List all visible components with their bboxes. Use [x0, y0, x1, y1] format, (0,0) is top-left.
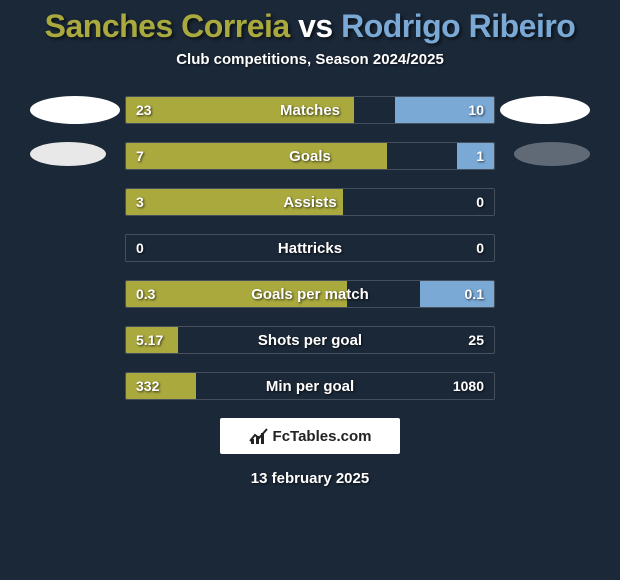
chart-area: 2310Matches 71Goals 30Assists 00Hattricks 0.…	[75, 96, 545, 400]
stat-row: 5.1725Shots per goal	[125, 326, 495, 354]
stat-row: 30Assists	[125, 188, 495, 216]
stat-row: 2310Matches	[125, 96, 495, 124]
stat-label: Matches	[126, 97, 494, 123]
stat-label: Shots per goal	[126, 327, 494, 353]
title-vs: vs	[290, 8, 341, 44]
badge-ellipse	[514, 142, 590, 166]
badge-ellipse	[500, 96, 590, 124]
title-player-left: Sanches Correia	[45, 8, 290, 44]
bars-container: 2310Matches 71Goals 30Assists 00Hattricks 0.…	[125, 96, 495, 400]
stat-row: 00Hattricks	[125, 234, 495, 262]
title: Sanches Correia vs Rodrigo Ribeiro	[0, 0, 620, 45]
stat-label: Goals per match	[126, 281, 494, 307]
logo-box: FcTables.com	[220, 418, 400, 454]
badge-ellipse	[30, 96, 120, 124]
stat-label: Min per goal	[126, 373, 494, 399]
date-line: 13 february 2025	[0, 470, 620, 487]
stat-row: 0.30.1Goals per match	[125, 280, 495, 308]
stat-label: Assists	[126, 189, 494, 215]
stat-label: Hattricks	[126, 235, 494, 261]
stat-row: 3321080Min per goal	[125, 372, 495, 400]
badge-ellipse	[30, 142, 106, 166]
comparison-card: Sanches Correia vs Rodrigo Ribeiro Club …	[0, 0, 620, 580]
logo-text: FcTables.com	[273, 428, 372, 445]
stat-label: Goals	[126, 143, 494, 169]
subtitle: Club competitions, Season 2024/2025	[0, 51, 620, 68]
stat-row: 71Goals	[125, 142, 495, 170]
chart-icon	[249, 427, 269, 445]
title-player-right: Rodrigo Ribeiro	[341, 8, 575, 44]
